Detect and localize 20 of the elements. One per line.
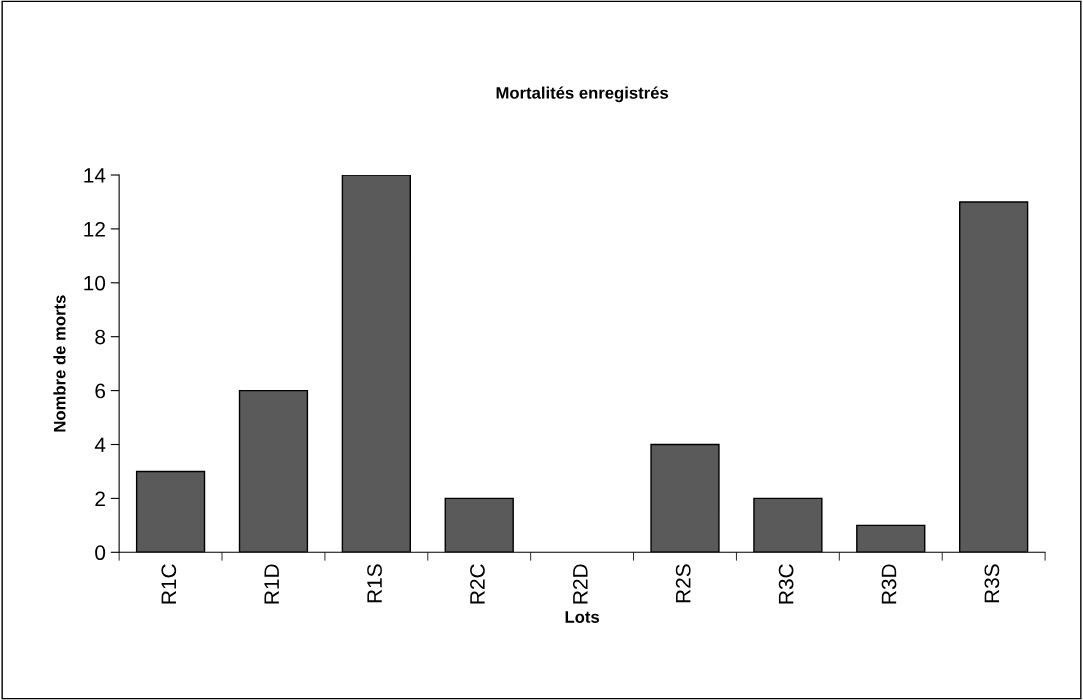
y-tick-label: 14 bbox=[84, 168, 106, 183]
x-tick-label: R2C bbox=[470, 564, 485, 604]
y-tick-label: 0 bbox=[95, 545, 106, 561]
y-tick-label: 6 bbox=[95, 383, 106, 399]
x-tick-label: R2D bbox=[572, 564, 588, 604]
x-tick-label: R3S bbox=[984, 564, 1000, 603]
x-tick-label: R1D bbox=[264, 564, 279, 604]
y-tick-label: 12 bbox=[84, 221, 105, 237]
y-axis-title: Nombre de morts bbox=[53, 295, 66, 432]
x-tick-label: R2S bbox=[675, 564, 691, 603]
y-tick-label: 8 bbox=[95, 329, 106, 345]
chart-title: Mortalités enregistrés bbox=[496, 86, 669, 103]
x-tick-label: R3C bbox=[778, 564, 794, 604]
y-tick-label: 10 bbox=[84, 275, 106, 291]
x-axis-title: Lots bbox=[565, 611, 600, 623]
x-tick-label: R1S bbox=[367, 564, 382, 603]
y-tick-label: 4 bbox=[94, 437, 106, 453]
x-tick-label: R1C bbox=[161, 564, 177, 604]
x-tick-label: R3D bbox=[881, 564, 897, 604]
y-tick-label: 2 bbox=[95, 491, 105, 506]
